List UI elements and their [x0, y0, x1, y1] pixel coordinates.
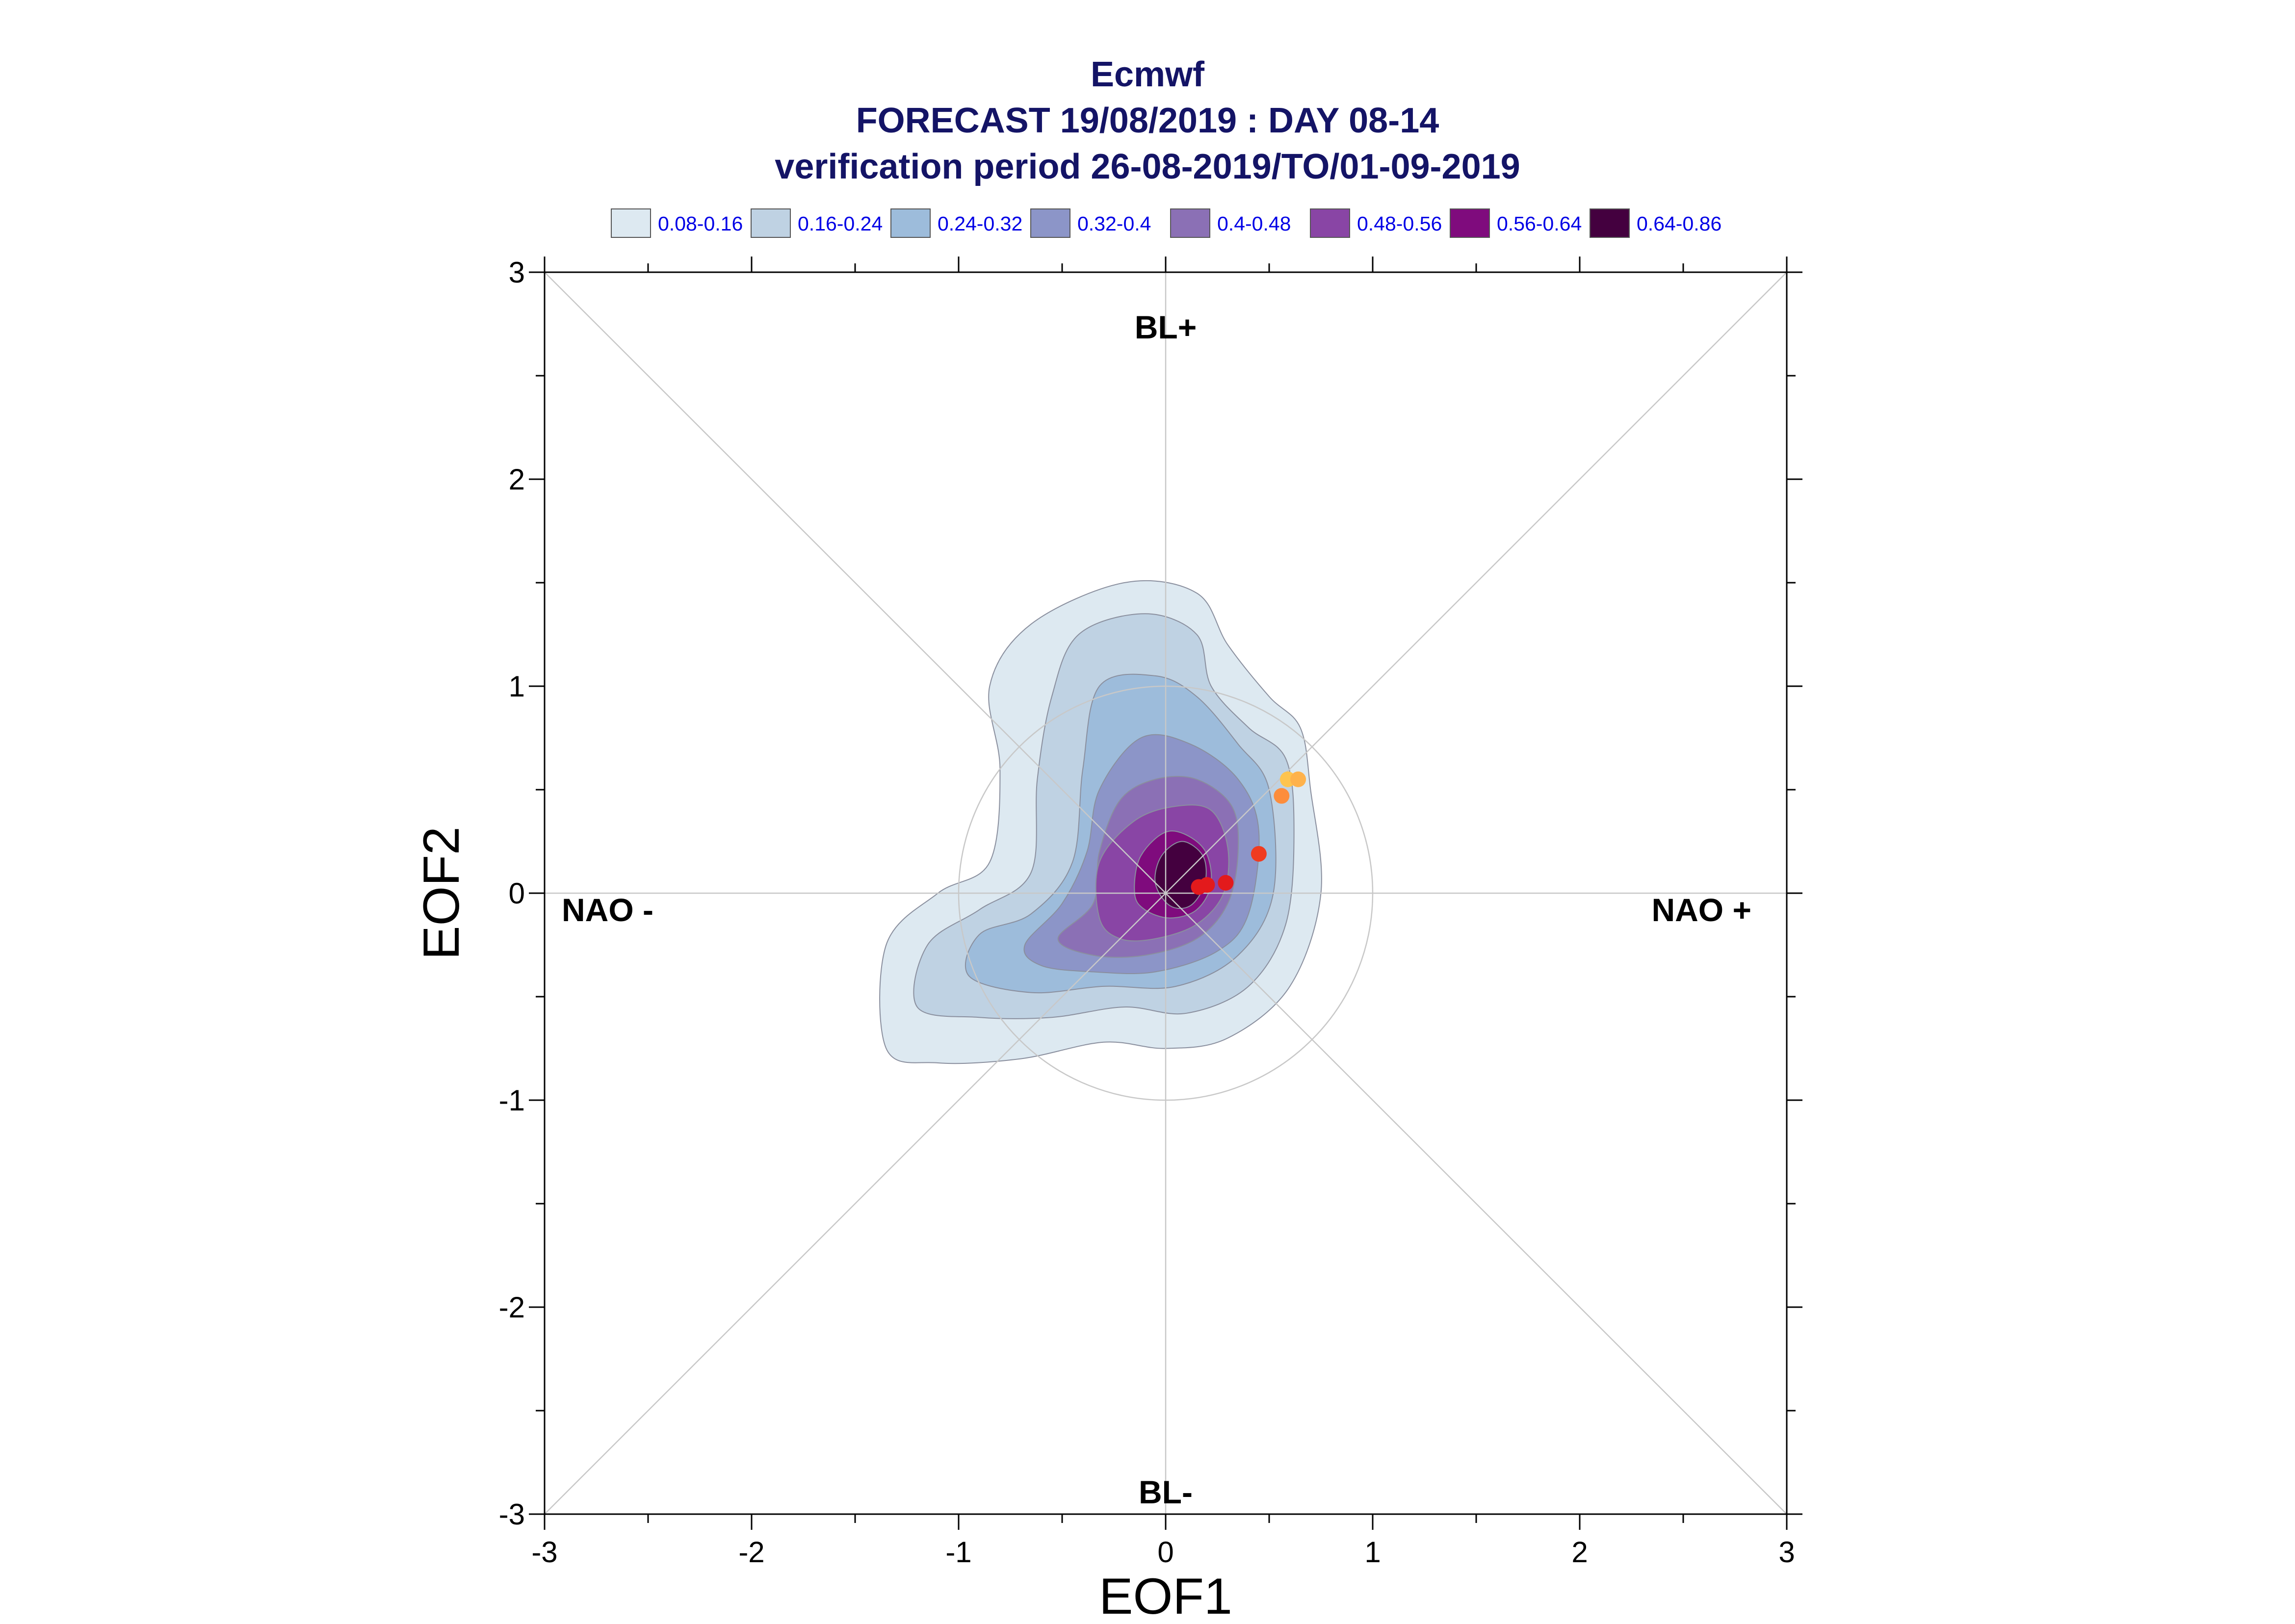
legend-label: 0.4-0.48 — [1217, 212, 1291, 235]
legend-label: 0.56-0.64 — [1497, 212, 1582, 235]
y-axis-label: EOF2 — [413, 826, 470, 960]
x-tick-label: 0 — [1157, 1536, 1174, 1569]
forecast-point — [1274, 788, 1290, 804]
guide-lines — [544, 272, 1787, 1515]
tick-labels: -3 -2 -1 0 1 2 3 -3 -2 -1 0 1 2 3 — [499, 256, 1795, 1569]
legend-label: 0.08-0.16 — [658, 212, 743, 235]
y-tick-label: 1 — [509, 670, 525, 703]
regime-label-nao-plus: NAO + — [1651, 892, 1751, 928]
x-tick-label: 2 — [1571, 1536, 1588, 1569]
legend-label: 0.32-0.4 — [1077, 212, 1151, 235]
legend-swatch — [611, 208, 651, 238]
legend-swatch — [1590, 208, 1630, 238]
legend-label: 0.64-0.86 — [1637, 212, 1722, 235]
y-tick-label: 0 — [509, 877, 525, 910]
x-tick-label: -2 — [738, 1536, 764, 1569]
x-tick-label: 3 — [1778, 1536, 1795, 1569]
legend-label: 0.16-0.24 — [798, 212, 883, 235]
forecast-point — [1290, 771, 1306, 787]
legend-swatch — [1450, 208, 1490, 238]
y-tick-label: 3 — [509, 256, 525, 289]
forecast-points — [1191, 771, 1306, 895]
legend-swatch — [890, 208, 931, 238]
y-tick-label: -2 — [499, 1291, 525, 1324]
reference-circle — [958, 685, 1374, 1101]
forecast-point — [1251, 846, 1267, 862]
y-tick-label: 2 — [509, 463, 525, 496]
regime-label-bl-plus: BL+ — [1135, 309, 1197, 345]
y-tick-label: -3 — [499, 1498, 525, 1531]
legend-swatch — [1030, 208, 1070, 238]
legend-swatch — [751, 208, 791, 238]
legend-label: 0.48-0.56 — [1357, 212, 1442, 235]
x-tick-label: -1 — [945, 1536, 971, 1569]
axis-ticks — [529, 257, 1802, 1530]
chart-titles: Ecmwf FORECAST 19/08/2019 : DAY 08-14 ve… — [0, 52, 2295, 190]
y-tick-label: -1 — [499, 1084, 525, 1117]
chart-title-line2: FORECAST 19/08/2019 : DAY 08-14 — [856, 101, 1439, 140]
legend-swatch — [1170, 208, 1210, 238]
density-contours — [879, 580, 1322, 1064]
x-tick-label: -3 — [531, 1536, 557, 1569]
legend-swatch — [1310, 208, 1350, 238]
x-axis-label: EOF1 — [1099, 1568, 1232, 1624]
chart-title-line1: Ecmwf — [1090, 55, 1205, 94]
regime-label-nao-minus: NAO - — [562, 892, 653, 928]
legend-label: 0.24-0.32 — [938, 212, 1023, 235]
chart-title-line3: verification period 26-08-2019/TO/01-09-… — [775, 147, 1520, 186]
forecast-point — [1218, 875, 1234, 891]
regime-label-bl-minus: BL- — [1139, 1474, 1193, 1510]
x-tick-label: 1 — [1364, 1536, 1381, 1569]
forecast-point — [1199, 877, 1215, 893]
